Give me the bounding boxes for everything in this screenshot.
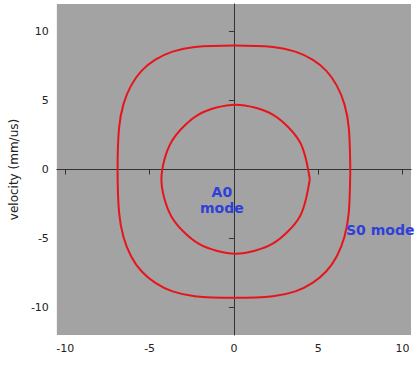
svg-text:-10: -10 (31, 301, 49, 314)
svg-text:10: 10 (35, 25, 49, 38)
svg-text:mode: mode (200, 200, 244, 216)
svg-text:5: 5 (42, 94, 49, 107)
svg-text:A0: A0 (212, 184, 233, 200)
svg-text:S0 mode: S0 mode (346, 222, 414, 238)
svg-text:-5: -5 (38, 232, 49, 245)
svg-text:-5: -5 (144, 342, 155, 355)
svg-text:-10: -10 (56, 342, 74, 355)
svg-text:0: 0 (42, 163, 49, 176)
svg-text:10: 10 (396, 342, 410, 355)
svg-text:0: 0 (230, 342, 237, 355)
svg-text:velocity (mm/us): velocity (mm/us) (7, 119, 21, 220)
svg-text:5: 5 (315, 342, 322, 355)
